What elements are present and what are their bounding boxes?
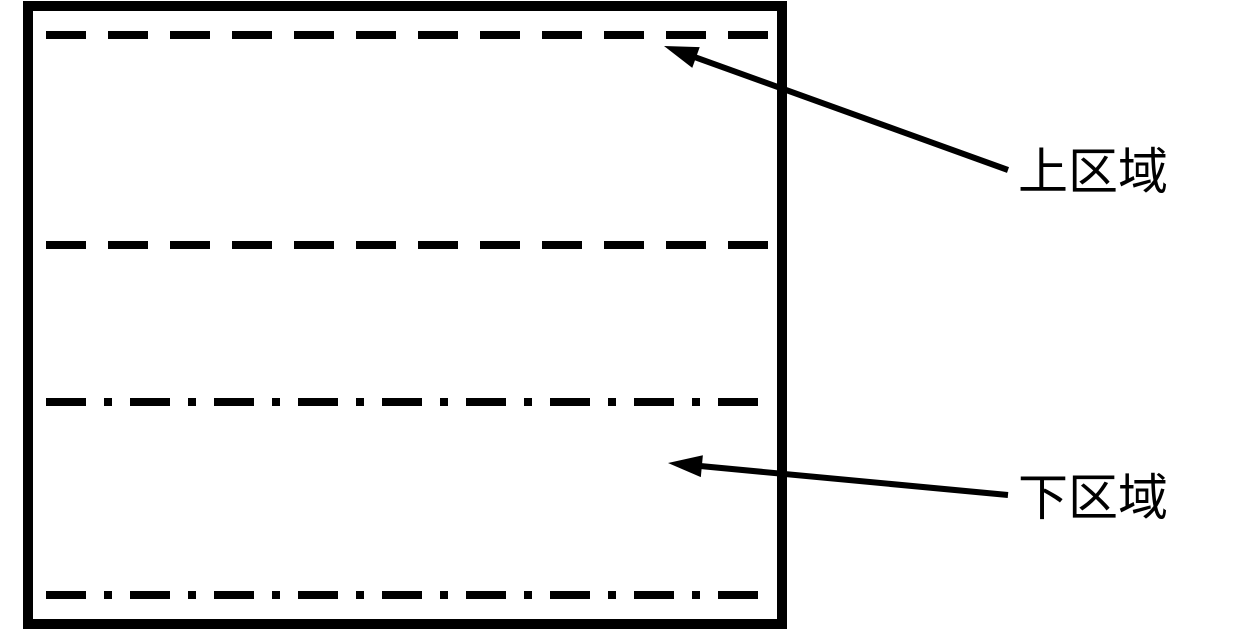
bounding-rect bbox=[28, 6, 782, 624]
upper-region-label: 上区域 bbox=[1018, 145, 1168, 200]
diagram-canvas: 上区域 下区域 bbox=[0, 0, 1240, 632]
lower-region-arrow bbox=[668, 455, 1008, 495]
lower-region-label: 下区域 bbox=[1018, 471, 1168, 526]
diagram-svg bbox=[0, 0, 1240, 632]
upper-region-arrow bbox=[664, 46, 1008, 170]
